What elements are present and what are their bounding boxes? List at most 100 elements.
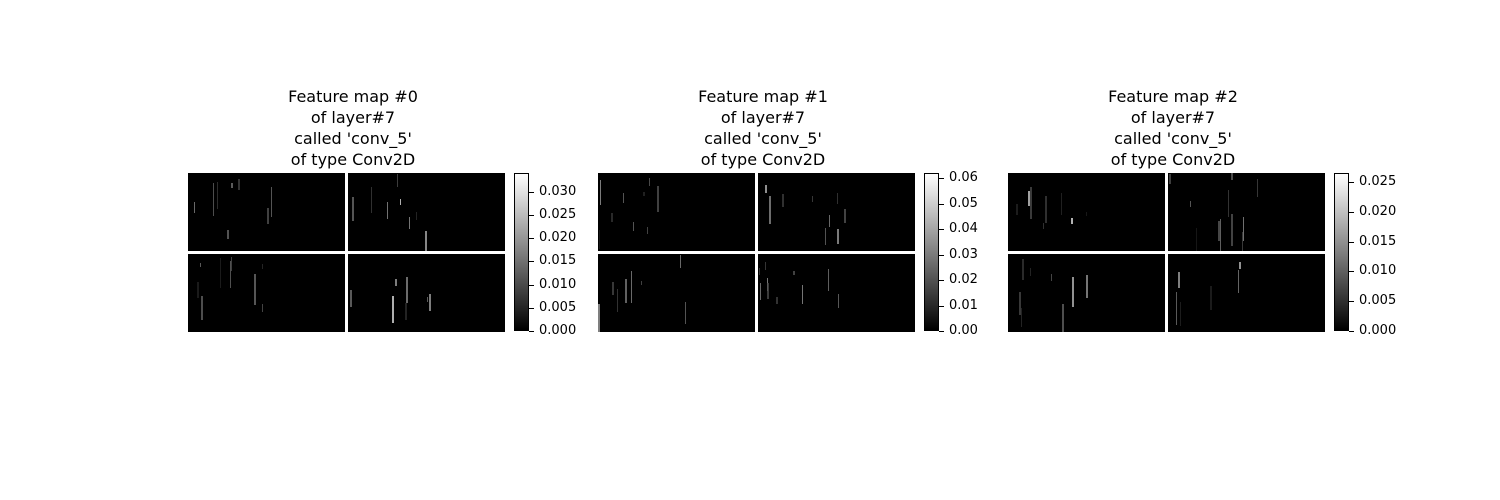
- colorbar-tick-label: 0.03: [949, 247, 978, 262]
- feature-map-tile: [348, 254, 505, 332]
- activation-streak: [1257, 179, 1258, 197]
- title-line: Feature map #0: [288, 87, 418, 106]
- activation-streak: [641, 281, 642, 285]
- activation-streak: [1043, 223, 1044, 229]
- title-line: called 'conv_5': [704, 129, 822, 148]
- feature-map-tile: [188, 254, 345, 332]
- activation-streak: [230, 261, 231, 288]
- feature-map-panel-1: Feature map #1 of layer#7 called 'conv_5…: [598, 0, 1018, 500]
- activation-streak: [1086, 275, 1088, 298]
- activation-streak: [406, 277, 408, 303]
- colorbar-tick-label: 0.015: [1359, 234, 1397, 249]
- feature-map-tile: [188, 173, 345, 251]
- activation-streak: [1231, 214, 1233, 246]
- feature-map-tile: [758, 254, 915, 332]
- activation-streak: [657, 186, 659, 212]
- activation-streak: [649, 178, 650, 186]
- colorbar-tick-label: 0.06: [949, 170, 978, 185]
- title-line: of layer#7: [720, 108, 806, 127]
- activation-streak: [371, 187, 372, 213]
- activation-streak: [262, 304, 263, 312]
- activation-streak: [1061, 193, 1062, 215]
- feature-map-grid: [1008, 173, 1326, 332]
- colorbar-tick-mark: [529, 285, 534, 286]
- colorbar: [924, 173, 939, 331]
- activation-streak: [267, 208, 269, 224]
- feature-activation-texture: [1016, 187, 1087, 229]
- feature-activation-texture: [598, 255, 686, 332]
- activation-streak: [231, 257, 232, 271]
- colorbar: [514, 173, 529, 331]
- colorbar-tick-label: 0.04: [949, 221, 978, 236]
- title-line: called 'conv_5': [294, 129, 412, 148]
- activation-streak: [1220, 219, 1221, 251]
- colorbar-tick-mark: [529, 261, 534, 262]
- activation-streak: [1242, 232, 1243, 251]
- colorbar-tick-mark: [1349, 271, 1354, 272]
- colorbar-tick-mark: [529, 331, 534, 332]
- activation-streak: [387, 202, 388, 219]
- activation-streak: [802, 285, 803, 304]
- feature-activation-texture: [1019, 259, 1088, 332]
- activation-streak: [844, 209, 846, 223]
- feature-map-tile: [598, 173, 755, 251]
- activation-streak: [200, 263, 201, 267]
- colorbar-tick-mark: [1349, 182, 1354, 183]
- activation-streak: [254, 274, 256, 305]
- activation-streak: [829, 215, 830, 227]
- colorbar-tick-mark: [939, 255, 944, 256]
- activation-streak: [837, 193, 838, 204]
- feature-map-panel-0: Feature map #0 of layer#7 called 'conv_5…: [188, 0, 608, 500]
- colorbar-tick-label: 0.025: [539, 207, 577, 222]
- colorbar-tick-mark: [529, 238, 534, 239]
- activation-streak: [231, 183, 233, 188]
- colorbar-tick-label: 0.010: [539, 277, 577, 292]
- activation-streak: [405, 303, 407, 320]
- feature-map-tile: [598, 254, 755, 332]
- title-line: Feature map #1: [698, 87, 828, 106]
- colorbar-tick-mark: [1349, 301, 1354, 302]
- activation-streak: [1218, 221, 1220, 241]
- activation-streak: [397, 174, 398, 187]
- colorbar-tick-mark: [1349, 331, 1354, 332]
- colorbar-tick-label: 0.015: [539, 253, 577, 268]
- activation-streak: [1243, 217, 1244, 241]
- activation-streak: [837, 229, 839, 244]
- activation-streak: [409, 217, 410, 229]
- colorbar-tick-mark: [939, 280, 944, 281]
- activation-streak: [197, 282, 199, 298]
- feature-map-tile: [1008, 173, 1165, 251]
- activation-streak: [625, 279, 627, 303]
- colorbar-tick-label: 0.00: [949, 323, 978, 338]
- feature-map-tile: [348, 173, 505, 251]
- activation-streak: [617, 289, 618, 312]
- panel-title: Feature map #0 of layer#7 called 'conv_5…: [188, 86, 518, 170]
- activation-streak: [352, 197, 354, 221]
- activation-streak: [1072, 277, 1074, 307]
- activation-streak: [680, 255, 681, 268]
- activation-streak: [1178, 272, 1180, 288]
- activation-streak: [769, 196, 771, 224]
- activation-streak: [1021, 308, 1022, 327]
- colorbar-tick-label: 0.025: [1359, 174, 1397, 189]
- title-line: Feature map #2: [1108, 87, 1238, 106]
- activation-streak: [1030, 268, 1031, 276]
- activation-streak: [1062, 304, 1064, 332]
- activation-streak: [812, 196, 813, 202]
- activation-streak: [759, 268, 760, 275]
- colorbar-tick-mark: [1349, 242, 1354, 243]
- title-line: of type Conv2D: [1110, 150, 1236, 169]
- activation-streak: [685, 302, 686, 324]
- activation-streak: [1030, 187, 1032, 219]
- feature-activation-texture: [350, 277, 431, 323]
- feature-activation-texture: [1169, 173, 1258, 251]
- activation-streak: [599, 230, 600, 249]
- feature-map-grid: [188, 173, 506, 332]
- feature-activation-texture: [1176, 262, 1241, 326]
- panel-title: Feature map #1 of layer#7 called 'conv_5…: [598, 86, 928, 170]
- activation-streak: [765, 185, 767, 193]
- title-line: of type Conv2D: [290, 150, 416, 169]
- activation-streak: [793, 271, 795, 275]
- activation-streak: [1169, 174, 1171, 184]
- activation-streak: [201, 296, 203, 320]
